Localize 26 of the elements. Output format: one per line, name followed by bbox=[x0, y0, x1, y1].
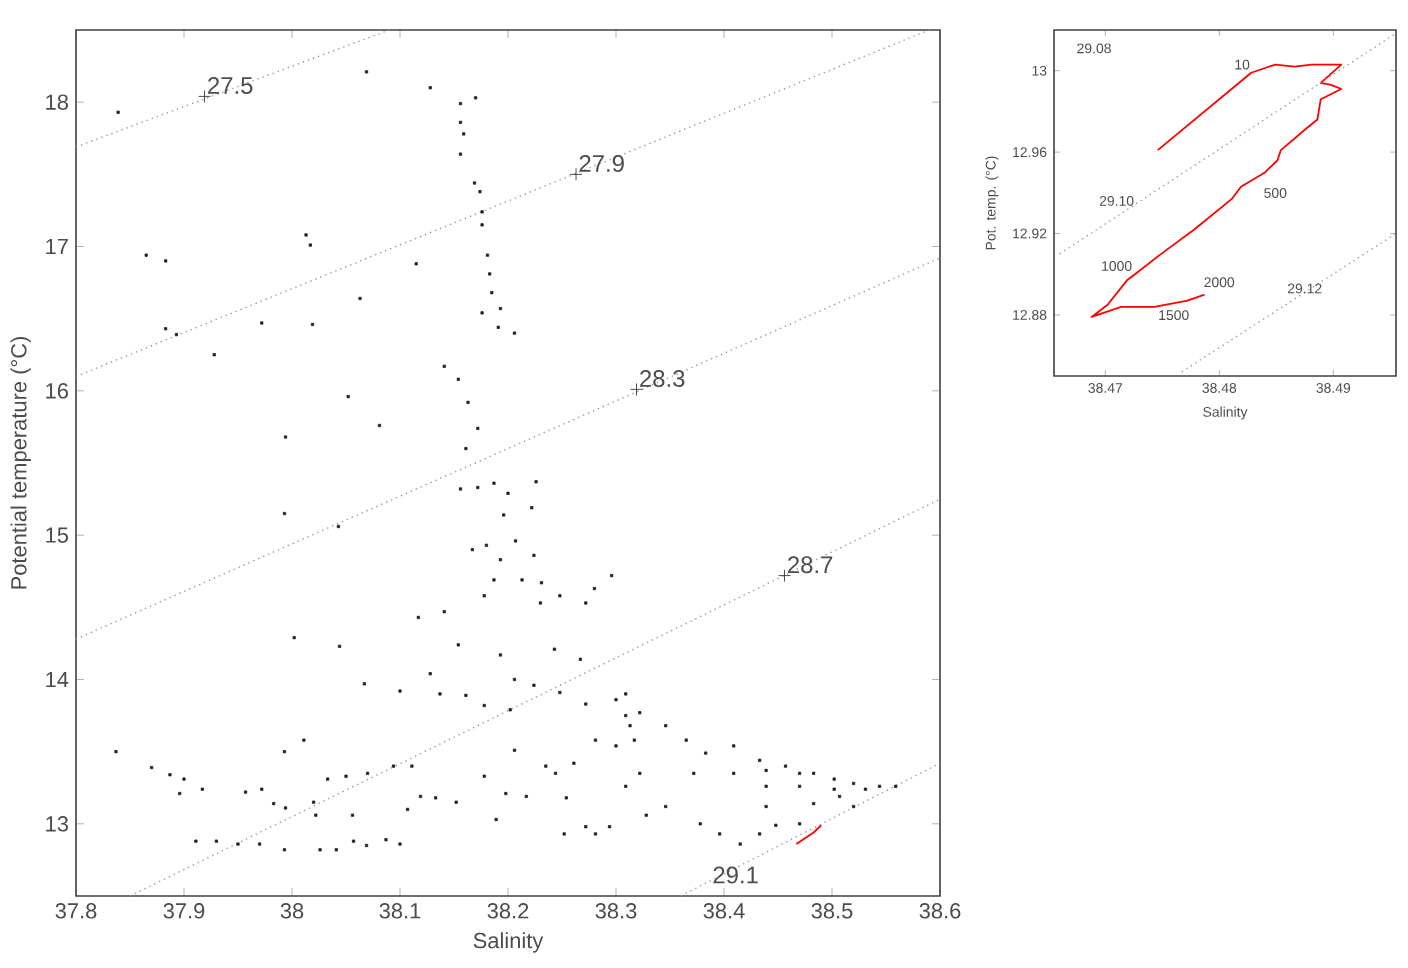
annotation: 27.5 bbox=[208, 77, 253, 94]
y-tick-label: 14 bbox=[46, 671, 69, 688]
x-tick-label: 38.5 bbox=[811, 903, 853, 919]
x-tick-label: 37.8 bbox=[55, 903, 97, 919]
x-tick-label: 38.3 bbox=[595, 903, 637, 919]
x-tick-label: 38.1 bbox=[379, 903, 421, 919]
y-tick-label: 16 bbox=[46, 383, 68, 399]
x-tick-label: 38.4 bbox=[703, 903, 745, 919]
annotation: 29.1 bbox=[713, 866, 758, 884]
y-tick-label: 15 bbox=[46, 527, 69, 543]
y-tick-label: 17 bbox=[46, 238, 68, 255]
point bbox=[630, 383, 643, 396]
point bbox=[198, 90, 211, 103]
x-axis-title: Salinity bbox=[473, 932, 544, 953]
y-tick-label: 18 bbox=[46, 94, 68, 110]
annotation: 27.9 bbox=[579, 155, 624, 172]
x-tick-label: 37.9 bbox=[163, 903, 205, 919]
x-tick-label: 38.6 bbox=[919, 903, 961, 919]
x-tick-label: 38.2 bbox=[487, 903, 529, 919]
annotation: 28.3 bbox=[640, 370, 685, 387]
annotation: 28.7 bbox=[788, 556, 833, 574]
x-tick-label: 38 bbox=[280, 903, 304, 919]
line-series bbox=[1090, 63, 1343, 318]
point bbox=[778, 569, 791, 582]
y-axis-title: Potential temperature (°C) bbox=[10, 336, 31, 589]
y-tick-label: 13 bbox=[46, 816, 68, 832]
